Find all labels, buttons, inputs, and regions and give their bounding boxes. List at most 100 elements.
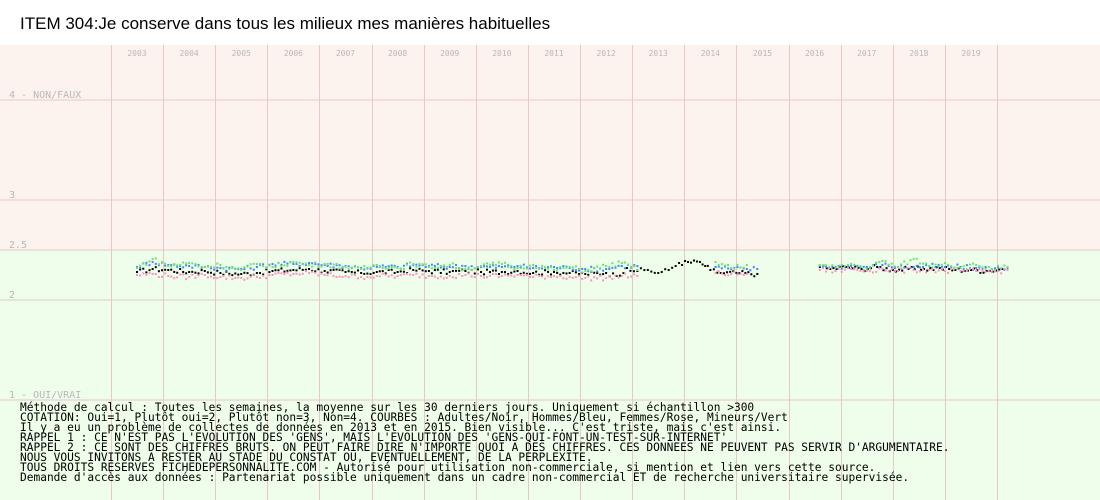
- data-point: [643, 269, 646, 272]
- data-point: [953, 267, 956, 270]
- data-point: [831, 265, 834, 268]
- data-point: [714, 266, 717, 268]
- data-point: [956, 266, 959, 269]
- data-point: [320, 272, 323, 275]
- data-point: [578, 274, 581, 277]
- data-point: [255, 266, 258, 268]
- data-point: [445, 266, 448, 269]
- data-point: [590, 270, 593, 273]
- data-point: [633, 265, 636, 268]
- data-point: [439, 266, 442, 269]
- data-point: [255, 272, 258, 274]
- data-point: [943, 270, 946, 272]
- data-point: [237, 273, 240, 276]
- data-point: [170, 275, 173, 278]
- data-point: [206, 265, 209, 268]
- data-point: [559, 274, 562, 277]
- data-point: [274, 264, 277, 267]
- data-point: [210, 267, 213, 270]
- data-point: [962, 268, 965, 271]
- data-point: [529, 267, 532, 270]
- data-point: [237, 267, 240, 270]
- data-point: [341, 265, 344, 268]
- data-point: [442, 277, 445, 280]
- data-point: [442, 265, 445, 268]
- data-point: [271, 274, 274, 276]
- data-point: [329, 266, 332, 269]
- data-point: [538, 267, 541, 270]
- data-point: [915, 264, 918, 267]
- data-point: [940, 268, 943, 271]
- data-point: [507, 273, 510, 276]
- data-point: [317, 268, 320, 271]
- data-point: [633, 273, 636, 276]
- data-point: [483, 265, 486, 268]
- data-point: [629, 269, 632, 272]
- data-point: [320, 265, 323, 268]
- data-point: [678, 262, 681, 264]
- data-point: [170, 264, 173, 267]
- data-point: [185, 278, 188, 281]
- data-point: [875, 270, 878, 273]
- data-point: [176, 271, 179, 274]
- data-point: [188, 265, 191, 267]
- data-point: [900, 267, 903, 270]
- data-point: [402, 264, 405, 267]
- data-point: [231, 274, 234, 277]
- data-point: [485, 265, 488, 268]
- data-point: [717, 270, 720, 273]
- x-tick-label: 2010: [492, 49, 511, 58]
- data-point: [615, 275, 618, 277]
- data-point: [846, 267, 849, 270]
- data-point: [859, 265, 862, 268]
- data-point: [608, 266, 611, 269]
- data-point: [990, 271, 993, 273]
- data-point: [418, 264, 421, 267]
- data-point: [249, 274, 252, 277]
- y-tick-label: 4 - NON/FAUX: [9, 90, 81, 101]
- data-point: [565, 265, 568, 268]
- data-point: [544, 277, 547, 280]
- data-point: [154, 266, 157, 269]
- data-point: [240, 277, 243, 279]
- data-point: [341, 275, 344, 278]
- data-point: [903, 266, 906, 269]
- data-point: [596, 270, 599, 273]
- data-point: [962, 269, 965, 272]
- data-point: [876, 266, 879, 268]
- data-point: [280, 272, 283, 275]
- data-point: [167, 269, 170, 271]
- data-point: [497, 273, 500, 276]
- data-point: [228, 268, 231, 271]
- data-point: [427, 266, 430, 268]
- data-point: [384, 267, 387, 270]
- data-point: [473, 267, 476, 270]
- data-point: [246, 277, 249, 280]
- data-point: [179, 273, 182, 276]
- data-point: [976, 269, 979, 272]
- data-point: [818, 264, 821, 266]
- data-point: [916, 265, 919, 268]
- data-point: [332, 268, 335, 271]
- data-point: [494, 269, 497, 272]
- data-point: [421, 269, 424, 272]
- data-point: [292, 261, 295, 263]
- data-point: [553, 266, 555, 268]
- data-point: [750, 273, 753, 276]
- data-point: [934, 263, 937, 266]
- data-point: [571, 269, 574, 272]
- data-point: [596, 271, 599, 274]
- data-point: [744, 272, 747, 275]
- data-point: [255, 276, 258, 278]
- data-point: [818, 269, 821, 271]
- x-tick-label: 2009: [440, 49, 459, 58]
- data-point: [834, 267, 837, 269]
- data-point: [633, 264, 636, 267]
- data-point: [756, 268, 759, 270]
- data-point: [252, 274, 255, 277]
- data-point: [455, 263, 458, 266]
- data-point: [430, 274, 433, 277]
- data-point: [406, 263, 409, 266]
- data-point: [553, 269, 555, 271]
- data-point: [387, 267, 390, 270]
